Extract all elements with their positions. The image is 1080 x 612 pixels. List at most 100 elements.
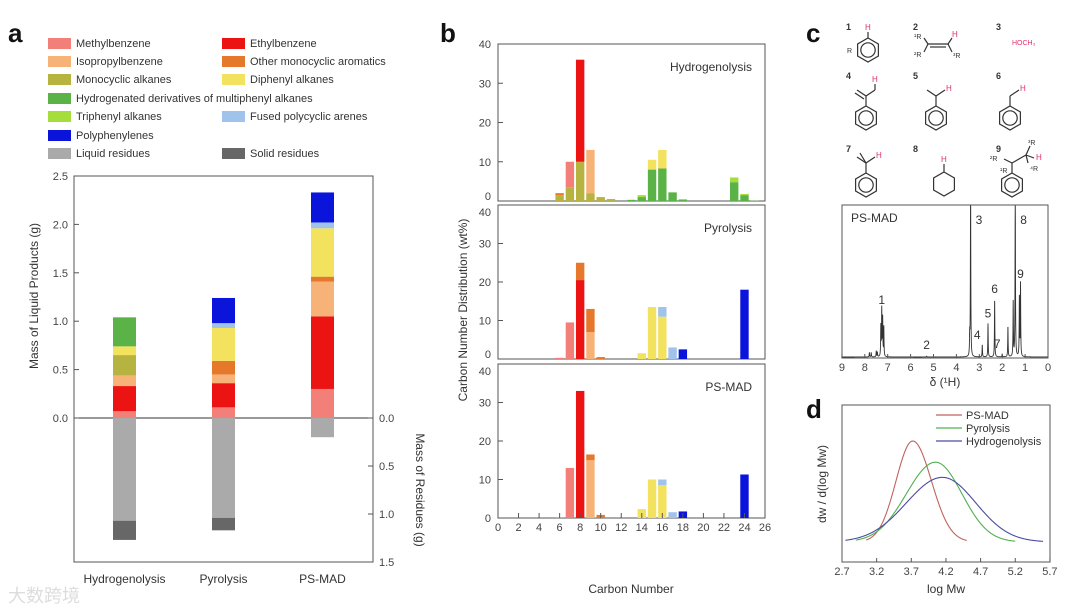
bar-C24-hyd: [740, 195, 749, 201]
legend-label-diph: Diphenyl alkanes: [250, 74, 334, 86]
x-category-label: PS-MAD: [299, 572, 346, 586]
legend-swatch-tri: [48, 111, 71, 122]
bar-methyl: [311, 388, 334, 418]
y-tick-label: 2.0: [53, 219, 68, 231]
x-tick-label: 6: [557, 522, 563, 534]
legend-label-other: Other monocyclic aromatics: [250, 56, 386, 68]
cyclohexane-ring: [933, 171, 955, 197]
x-tick-label: 4: [536, 522, 542, 534]
r-label: ²R: [990, 156, 997, 163]
peak-label: 4: [974, 328, 981, 342]
y-tick-label: 40: [479, 207, 491, 219]
bar-C23-hyd: [730, 182, 739, 201]
chart-panel-a: 0.0 0.5 1.0 1.5 2.0 2.5 0.0 0.5 1.0 1.5 Mass of Li…: [27, 171, 427, 586]
r-label: ²R: [914, 52, 921, 59]
legend-swatch-fused: [222, 111, 245, 122]
y-tick-label: 2.5: [53, 171, 68, 183]
legend-label-hyd: Hydrogenated derivatives of multiphenyl …: [76, 93, 313, 105]
y-right-tick-label: 1.0: [379, 509, 394, 521]
bar-ethyl: [113, 386, 136, 412]
bond: [865, 156, 876, 164]
chemical-structures: 1 2 3 4 5 6 7 8 9 H R ¹R ²R H ³R HOCH₃ H…: [846, 22, 1042, 198]
hydrogen-label: H: [952, 30, 958, 39]
chart-panel-b: 010203040Hydrogenolysis010203040Pyrolysi…: [456, 39, 771, 596]
bar-diph: [113, 346, 136, 356]
benzene-ring: [855, 172, 877, 198]
x-tick-label: 0: [495, 522, 501, 534]
bar-ethyl: [311, 316, 334, 389]
legend-label-iso: Isopropylbenzene: [76, 56, 163, 68]
legend-label-methyl: Methylbenzene: [76, 38, 151, 50]
bond: [1025, 154, 1035, 159]
structure-number: 9: [996, 144, 1001, 154]
peak-label: 5: [985, 307, 992, 321]
bond: [923, 37, 929, 45]
plot-frame: [73, 175, 374, 563]
benzene-ring: [999, 105, 1021, 131]
curve-ps-mad: [866, 440, 967, 541]
structure-number: 3: [996, 22, 1001, 32]
legend-swatch-hyd: [48, 93, 71, 104]
structure-number: 4: [846, 71, 851, 81]
y-right-tick-label: 1.5: [379, 557, 394, 569]
aromatic-circle: [928, 110, 944, 126]
methanol-label: HOCH₃: [1012, 40, 1036, 47]
y-tick-label: 20: [479, 436, 491, 448]
curve-pyrolysis: [855, 461, 1016, 542]
panel-label-b: b: [440, 18, 456, 48]
x-category-label: Hydrogenolysis: [83, 572, 165, 586]
bar-C8-ethyl: [575, 390, 585, 518]
x-tick-label: 2.7: [834, 566, 849, 578]
benzene-ring: [1001, 172, 1023, 198]
legend-label-tri: Triphenyl alkanes: [76, 111, 162, 123]
bar-poly: [311, 192, 334, 223]
legend-swatch-iso: [48, 56, 71, 67]
bar-C8-ethyl: [575, 280, 585, 359]
watermark: 大数跨境: [8, 586, 80, 606]
y-tick-label: 0.0: [53, 413, 68, 425]
structure-number: 6: [996, 71, 1001, 81]
bar-fused: [212, 323, 235, 328]
y-tick-label: 0.5: [53, 365, 68, 377]
y-axis-label: Mass of Liquid Products (g): [27, 223, 41, 369]
bar-C10-mono: [596, 197, 605, 201]
legend-swatch-solres: [222, 148, 245, 159]
bar-C6-mono: [555, 195, 564, 201]
bar-C24-tri: [740, 193, 749, 196]
y-right-axis-label: Mass of Residues (g): [413, 433, 427, 546]
bar-other: [311, 276, 334, 282]
y-tick-label: 40: [479, 39, 491, 51]
bar-C9-mono: [586, 193, 595, 201]
x-tick-label: 6: [908, 362, 914, 374]
chart-panel-d: 2.7 3.2 3.7 4.2 4.7 5.2 5.7 log Mw dw / d(log Mw…: [815, 404, 1058, 596]
legend-label-poly: Polyphenylenes: [76, 130, 154, 142]
aromatic-circle: [858, 110, 874, 126]
bar-C15-diph: [647, 307, 657, 359]
x-axis-label: log Mw: [927, 582, 965, 596]
legend-label: PS-MAD: [966, 410, 1009, 422]
legend-label-fused: Fused polycyclic arenes: [250, 111, 368, 123]
bar-C13-hyd: [627, 199, 636, 201]
y-tick-label: 20: [479, 277, 491, 289]
x-tick-label: 4.7: [973, 566, 988, 578]
bar-C16-fused: [658, 307, 667, 317]
peak-label: 8: [1020, 213, 1027, 227]
peak-label: 1: [878, 293, 885, 307]
x-tick-label: 8: [862, 362, 868, 374]
benzene-ring: [925, 105, 947, 131]
y-tick-label: 10: [479, 316, 491, 328]
bar-mono: [113, 355, 136, 376]
x-axis-label: δ (¹H): [930, 375, 961, 389]
spectrum-title: PS-MAD: [851, 211, 898, 225]
peak-label: 6: [991, 282, 998, 296]
peak-label: 3: [976, 213, 983, 227]
bar-C15-hyd: [647, 169, 657, 201]
bond: [947, 43, 953, 53]
benzene-ring: [857, 37, 879, 63]
bond: [1025, 145, 1031, 156]
bar-C9-iso: [586, 149, 595, 194]
bar-C6-methyl: [555, 357, 564, 359]
bar-liqres: [311, 418, 334, 438]
legend-panel-a: Methylbenzene Ethylbenzene Isopropylbenzen…: [48, 38, 386, 160]
